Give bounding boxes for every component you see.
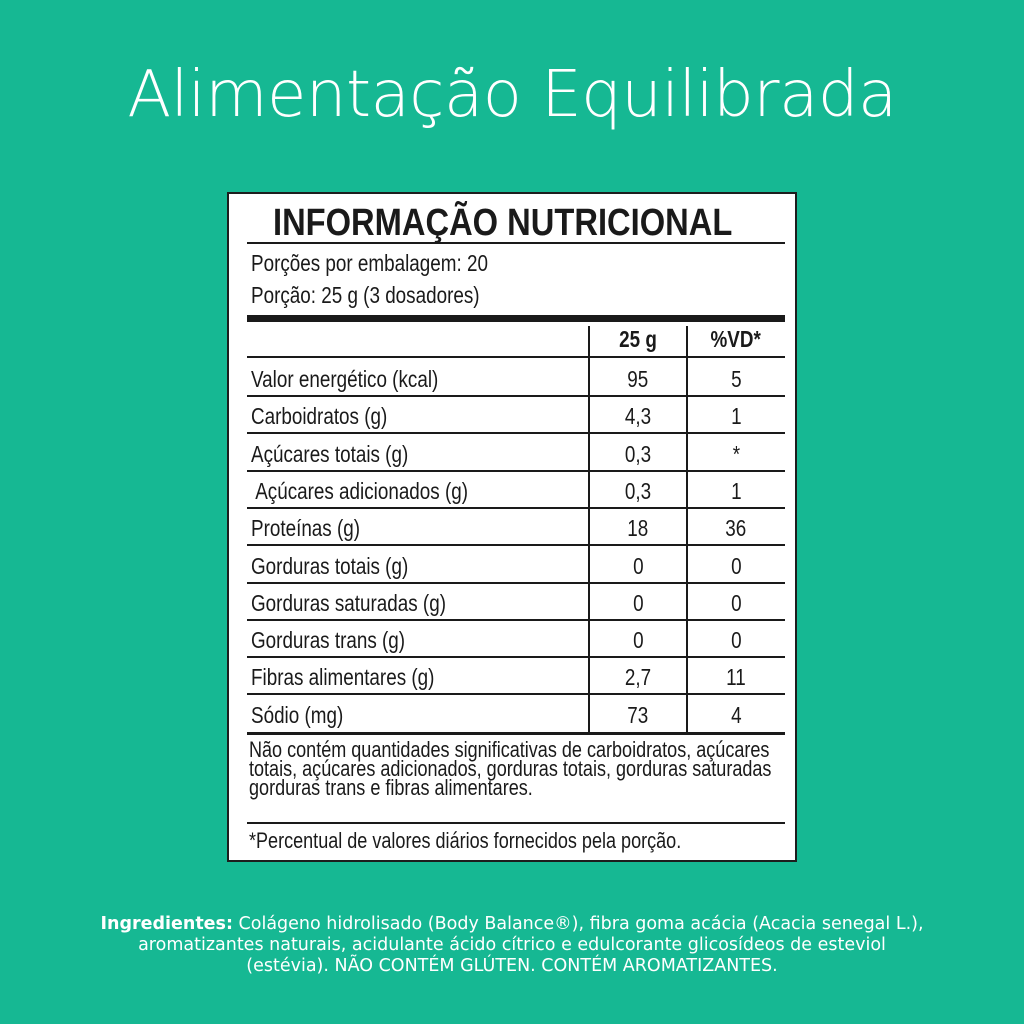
nutrient-row: Proteínas (g) 18 36	[247, 509, 785, 546]
divider	[247, 618, 785, 621]
ingredients-text: Colágeno hidrolisado (Body Balance®), fi…	[138, 914, 924, 976]
nutrient-row: Fibras alimentares (g) 2,7 11	[247, 658, 785, 695]
note-line: gorduras trans e fibras alimentares.	[249, 775, 533, 800]
nutrient-name: Gorduras trans (g)	[251, 627, 406, 654]
page-title: Alimentação Equilibrada	[127, 58, 897, 132]
divider	[247, 732, 785, 735]
nutrient-amount: 0	[632, 552, 644, 579]
nutrient-name: Açúcares adicionados (g)	[251, 477, 469, 504]
nutrient-amount: 0	[632, 627, 644, 654]
nutrient-name: Sódio (mg)	[251, 701, 344, 728]
nutrient-amount: 0,3	[624, 477, 652, 504]
nutrient-row: Gorduras trans (g) 0 0	[247, 621, 785, 658]
nutrient-dv: 4	[730, 701, 742, 728]
divider	[247, 656, 785, 659]
nutrient-row: Carboidratos (g) 4,3 1	[247, 397, 785, 434]
column-divider	[588, 326, 590, 732]
nutrient-dv: 11	[726, 664, 746, 691]
serving-size: Porção: 25 g (3 dosadores)	[251, 282, 480, 308]
nutrient-dv: 5	[730, 366, 742, 392]
nutrient-amount: 0,3	[624, 440, 652, 467]
nutrient-amount: 4,3	[624, 403, 652, 430]
thick-divider	[247, 315, 785, 322]
nutrient-amount: 95	[627, 366, 649, 392]
divider	[247, 506, 785, 509]
nutrient-row: Gorduras totais (g) 0 0	[247, 547, 785, 584]
nutrient-name: Valor energético (kcal)	[251, 366, 439, 392]
ingredients: Ingredientes: Colágeno hidrolisado (Body…	[100, 914, 924, 977]
nutrient-dv: *	[732, 440, 740, 467]
label-heading: INFORMAÇÃO NUTRICIONAL	[273, 202, 733, 244]
divider	[247, 581, 785, 584]
nutrient-dv: 0	[730, 627, 742, 654]
nutrient-amount: 73	[627, 701, 649, 728]
nutrient-dv: 1	[730, 403, 742, 430]
nutrient-name: Proteínas (g)	[251, 515, 361, 542]
nutrient-name: Gorduras totais (g)	[251, 552, 409, 579]
nutrient-dv: 1	[730, 477, 742, 504]
nutrition-facts-label: INFORMAÇÃO NUTRICIONAL Porções por embal…	[227, 192, 797, 862]
divider	[247, 432, 785, 435]
footnote: *Percentual de valores diários fornecido…	[249, 828, 682, 853]
nutrient-amount: 18	[627, 515, 649, 542]
ingredients-label: Ingredientes:	[100, 914, 233, 934]
nutrient-amount: 2,7	[624, 664, 652, 691]
column-divider	[686, 326, 688, 732]
column-header-amount: 25 g	[619, 326, 657, 352]
divider	[247, 469, 785, 472]
note-line: totais, açúcares adicionados, gorduras t…	[249, 756, 772, 781]
divider	[247, 242, 785, 244]
nutrient-row: Açúcares totais (g) 0,3 *	[247, 435, 785, 472]
nutrient-dv: 0	[730, 589, 742, 616]
nutrient-amount: 0	[632, 589, 644, 616]
divider	[247, 395, 785, 397]
divider	[247, 544, 785, 547]
nutrient-row: Valor energético (kcal) 95 5	[247, 360, 785, 397]
column-header-dv: %VD*	[710, 326, 762, 352]
divider	[247, 822, 785, 824]
servings-per-package: Porções por embalagem: 20	[251, 250, 488, 276]
note-line: Não contém quantidades significativas de…	[249, 737, 770, 762]
nutrient-name: Fibras alimentares (g)	[251, 664, 435, 691]
nutrient-row: Açúcares adicionados (g) 0,3 1	[247, 472, 785, 509]
divider	[247, 356, 785, 358]
nutrient-dv: 36	[725, 515, 747, 542]
nutrient-row: Gorduras saturadas (g) 0 0	[247, 584, 785, 621]
nutrient-row: Sódio (mg) 73 4	[247, 696, 785, 733]
nutrient-dv: 0	[730, 552, 742, 579]
column-header-row: 25 g %VD*	[247, 322, 785, 359]
divider	[247, 693, 785, 696]
nutrient-name: Gorduras saturadas (g)	[251, 589, 446, 616]
nutrient-name: Açúcares totais (g)	[251, 440, 409, 467]
nutrient-name: Carboidratos (g)	[251, 403, 388, 430]
